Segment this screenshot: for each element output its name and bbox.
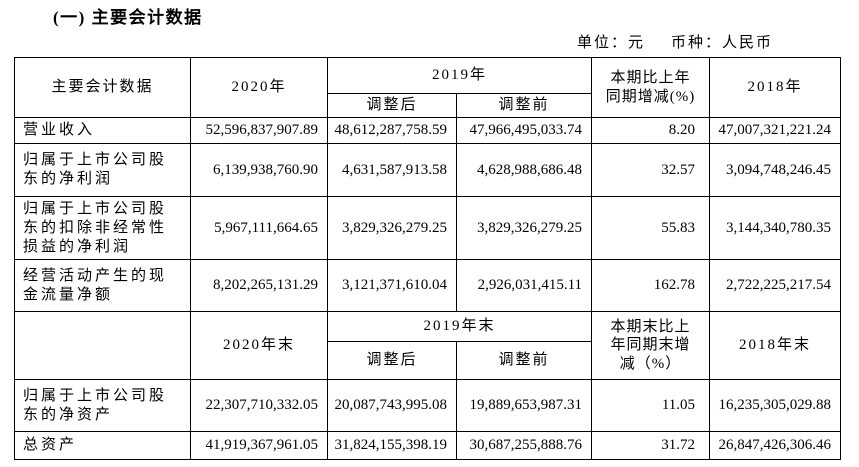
cell-2019-before: 47,966,495,033.74	[455, 117, 593, 144]
header-2019-end: 2019年末	[326, 311, 593, 343]
cell-2019-before: 2,926,031,415.11	[455, 259, 593, 313]
table-row-total-assets: 总资产 41,919,367,961.05 31,824,155,398.19 …	[14, 431, 842, 461]
table-row-net-profit-excl-nonrecurring: 归属于上市公司股东的扣除非经常性损益的净利润 5,967,111,664.65 …	[14, 195, 842, 261]
cell-2020: 6,139,938,760.90	[190, 143, 328, 197]
cell-2018: 47,007,321,221.24	[709, 117, 842, 144]
row-label: 归属于上市公司股东的净利润	[14, 143, 191, 197]
cell-2018: 2,722,225,217.54	[709, 259, 842, 313]
header-2020-end: 2020年末	[190, 311, 328, 381]
header-adjusted-before: 调整前	[455, 341, 593, 381]
table-header-period-row2: 调整后 调整前	[15, 93, 841, 118]
table-header-endpoint-row2: 调整后 调整前	[15, 341, 841, 381]
table-row-operating-cash-flow: 经营活动产生的现金流量净额 8,202,265,131.29 3,121,371…	[14, 259, 842, 313]
header-end-yoy-change: 本期末比上 年同期末增 减（%）	[591, 311, 711, 381]
cell-change: 162.78	[591, 259, 711, 313]
cell-2019-after: 48,612,287,758.59	[327, 117, 457, 144]
cell-change: 55.83	[591, 195, 711, 261]
cell-2019-before: 30,687,255,888.76	[455, 431, 593, 461]
financial-data-table: 主要会计数据 2020年 2019年 本期比上年 同期增减(%) 2018年 调…	[14, 57, 842, 461]
row-label: 经营活动产生的现金流量净额	[14, 259, 191, 313]
cell-2020: 5,967,111,664.65	[190, 195, 328, 261]
table-header-endpoint-row1: 2020年末 2019年末 本期末比上 年同期末增 减（%） 2018年末	[14, 311, 842, 381]
section-title: (一) 主要会计数据	[53, 8, 203, 27]
cell-2018: 3,094,748,246.45	[709, 143, 842, 197]
row-label: 营业收入	[14, 117, 191, 144]
cell-2019-after: 3,829,326,279.25	[327, 195, 457, 261]
header-2020: 2020年	[190, 57, 328, 118]
header-adjusted-before: 调整前	[455, 93, 593, 118]
cell-2019-after: 3,121,371,610.04	[327, 259, 457, 313]
cell-2018: 26,847,426,306.46	[709, 431, 842, 461]
header-2018: 2018年	[709, 57, 842, 118]
currency-label: 币种：人民币	[670, 35, 773, 51]
cell-2019-before: 19,889,653,987.31	[455, 379, 593, 433]
cell-2019-before: 3,829,326,279.25	[455, 195, 593, 261]
cell-2020: 52,596,837,907.89	[190, 117, 328, 144]
unit-label: 单位：元	[576, 35, 645, 51]
header-metric: 主要会计数据	[14, 57, 191, 118]
table-row-revenue: 营业收入 52,596,837,907.89 48,612,287,758.59…	[14, 117, 842, 144]
cell-2018: 16,235,305,029.88	[709, 379, 842, 433]
header-adjusted-after: 调整后	[327, 93, 457, 118]
cell-2020: 22,307,710,332.05	[190, 379, 328, 433]
header-yoy-change: 本期比上年 同期增减(%)	[591, 57, 711, 118]
cell-2020: 8,202,265,131.29	[190, 259, 328, 313]
cell-change: 32.57	[591, 143, 711, 197]
row-label: 归属于上市公司股东的扣除非经常性损益的净利润	[14, 195, 191, 261]
table-row-net-profit: 归属于上市公司股东的净利润 6,139,938,760.90 4,631,587…	[14, 143, 842, 197]
header-metric-empty	[14, 311, 191, 381]
cell-2019-after: 20,087,743,995.08	[327, 379, 457, 433]
table-header-period-row1: 主要会计数据 2020年 2019年 本期比上年 同期增减(%) 2018年	[14, 57, 842, 118]
header-adjusted-after: 调整后	[327, 341, 457, 381]
cell-2018: 3,144,340,780.35	[709, 195, 842, 261]
cell-change: 31.72	[591, 431, 711, 461]
row-label: 归属于上市公司股东的净资产	[14, 379, 191, 433]
header-2019: 2019年	[326, 57, 593, 94]
cell-change: 8.20	[591, 117, 711, 144]
row-label: 总资产	[14, 431, 191, 461]
cell-change: 11.05	[591, 379, 711, 433]
table-row-net-assets: 归属于上市公司股东的净资产 22,307,710,332.05 20,087,7…	[14, 379, 842, 433]
cell-2019-before: 4,628,988,686.48	[455, 143, 593, 197]
header-2018-end: 2018年末	[709, 311, 842, 381]
cell-2020: 41,919,367,961.05	[190, 431, 328, 461]
unit-currency-note: 单位：元 币种：人民币	[577, 31, 773, 52]
cell-2019-after: 31,824,155,398.19	[327, 431, 457, 461]
cell-2019-after: 4,631,587,913.58	[327, 143, 457, 197]
